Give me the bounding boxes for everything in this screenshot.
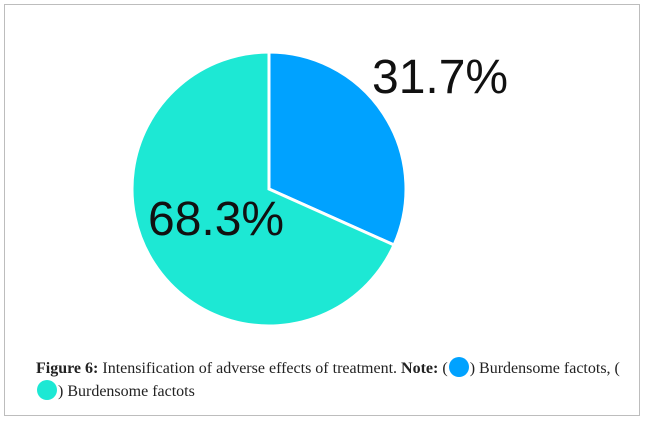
caption-text: Intensification of adverse effects of tr… [102,360,398,377]
legend-swatch-turquoise [37,380,57,400]
legend-swatch-blue [448,357,469,377]
legend-text-2: Burdensome factots [67,383,195,400]
pie-slices [130,50,408,328]
slice-label-burdensome-1: 31.7% [372,51,508,104]
slice-label-burdensome-2: 68.3% [148,193,284,246]
pie-slice-1 [267,50,408,247]
figure-label: Figure 6: [36,360,99,377]
legend-text-1: Burdensome factots [479,360,607,377]
note-label: Note: [401,360,439,377]
pie-slice-2 [130,50,397,328]
figure-caption: Figure 6: Intensification of adverse eff… [36,357,626,403]
pie-chart: 31.7% 68.3% [130,50,508,328]
